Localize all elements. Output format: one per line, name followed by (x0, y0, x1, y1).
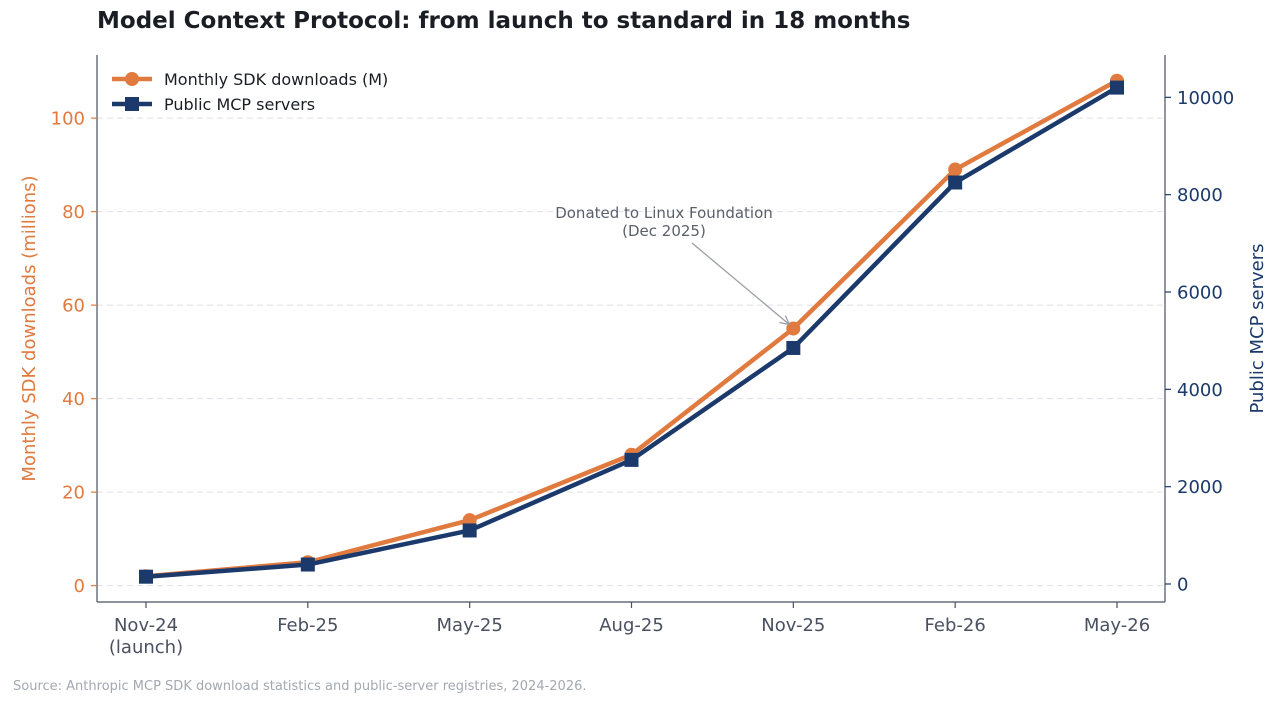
y-tick-label: 40 (62, 389, 85, 410)
legend: Monthly SDK downloads (M) Public MCP serv… (112, 70, 388, 114)
legend-marker (125, 97, 139, 111)
axes: 0 20 40 60 80 100 0 2000 4000 6000 8000 10000 Nov-24… (19, 55, 1268, 658)
y2-tick-label: 8000 (1177, 185, 1223, 206)
y-tick-label: 20 (62, 483, 85, 504)
legend-marker (125, 72, 139, 86)
y-tick-label: 60 (62, 296, 85, 317)
data-point (948, 175, 963, 190)
data-point (624, 452, 639, 467)
y-tick-label: 100 (51, 109, 85, 130)
y-axis-label: Monthly SDK downloads (millions) (19, 175, 40, 481)
data-point (300, 557, 315, 572)
y2-tick-label: 2000 (1177, 477, 1223, 498)
y2-tick-label: 10000 (1177, 88, 1234, 109)
series-lines (139, 73, 1124, 584)
legend-label: Monthly SDK downloads (M) (164, 70, 388, 89)
x-tick-label: Nov-25 (761, 615, 825, 636)
data-point (786, 340, 801, 355)
y2-tick-label: 6000 (1177, 283, 1223, 304)
annotation: Donated to Linux Foundation (Dec 2025) (555, 204, 790, 326)
y2-axis-label: Public MCP servers (1247, 243, 1268, 413)
annotation-text: Donated to Linux Foundation (Dec 2025) (555, 204, 773, 240)
y2-tick-label: 4000 (1177, 380, 1223, 401)
series-line (145, 78, 1119, 579)
x-tick-label: Feb-25 (277, 615, 338, 636)
annotation-arrow (691, 242, 790, 325)
annotation-arrowhead (779, 315, 790, 326)
source-note: Source: Anthropic MCP SDK download stati… (13, 679, 587, 694)
x-tick-label: May-25 (437, 615, 503, 636)
x-tick-label: Nov-24 (launch) (109, 615, 183, 658)
data-point (462, 523, 477, 538)
x-tick-label: Aug-25 (599, 615, 664, 636)
grid-lines (97, 117, 1165, 587)
y2-tick-label: 0 (1177, 574, 1188, 595)
data-point (1110, 80, 1124, 95)
y-tick-label: 0 (74, 576, 85, 597)
data-point (786, 321, 801, 336)
legend-label: Public MCP servers (164, 95, 315, 114)
data-point (139, 569, 153, 584)
y-tick-label: 80 (62, 202, 85, 223)
chart-title: Model Context Protocol: from launch to s… (97, 8, 911, 34)
x-tick-label: May-26 (1084, 615, 1150, 636)
x-tick-label: Feb-26 (925, 615, 986, 636)
data-point (948, 162, 963, 177)
